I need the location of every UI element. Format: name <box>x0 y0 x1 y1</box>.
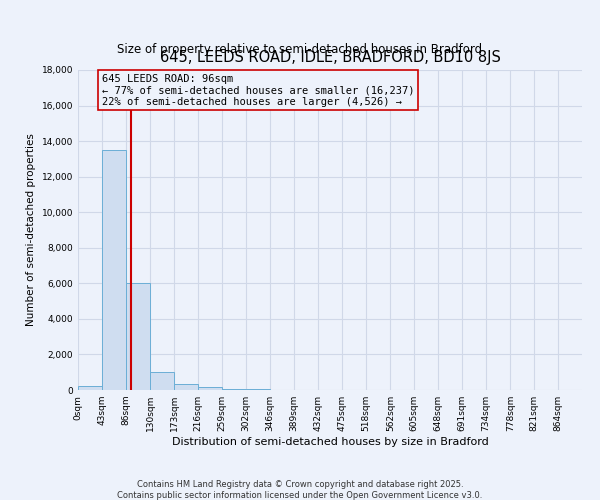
Bar <box>126 284 150 390</box>
Bar <box>174 384 198 390</box>
Title: 645, LEEDS ROAD, IDLE, BRADFORD, BD10 8JS: 645, LEEDS ROAD, IDLE, BRADFORD, BD10 8J… <box>160 50 500 64</box>
Text: Size of property relative to semi-detached houses in Bradford: Size of property relative to semi-detach… <box>118 42 482 56</box>
Bar <box>246 389 270 390</box>
Bar <box>150 372 174 390</box>
Bar <box>102 150 126 390</box>
X-axis label: Distribution of semi-detached houses by size in Bradford: Distribution of semi-detached houses by … <box>172 437 488 447</box>
Text: 645 LEEDS ROAD: 96sqm
← 77% of semi-detached houses are smaller (16,237)
22% of : 645 LEEDS ROAD: 96sqm ← 77% of semi-deta… <box>102 74 415 107</box>
Text: Contains HM Land Registry data © Crown copyright and database right 2025.
Contai: Contains HM Land Registry data © Crown c… <box>118 480 482 500</box>
Bar <box>198 388 222 390</box>
Y-axis label: Number of semi-detached properties: Number of semi-detached properties <box>26 134 36 326</box>
Bar <box>78 386 102 390</box>
Bar <box>222 388 246 390</box>
